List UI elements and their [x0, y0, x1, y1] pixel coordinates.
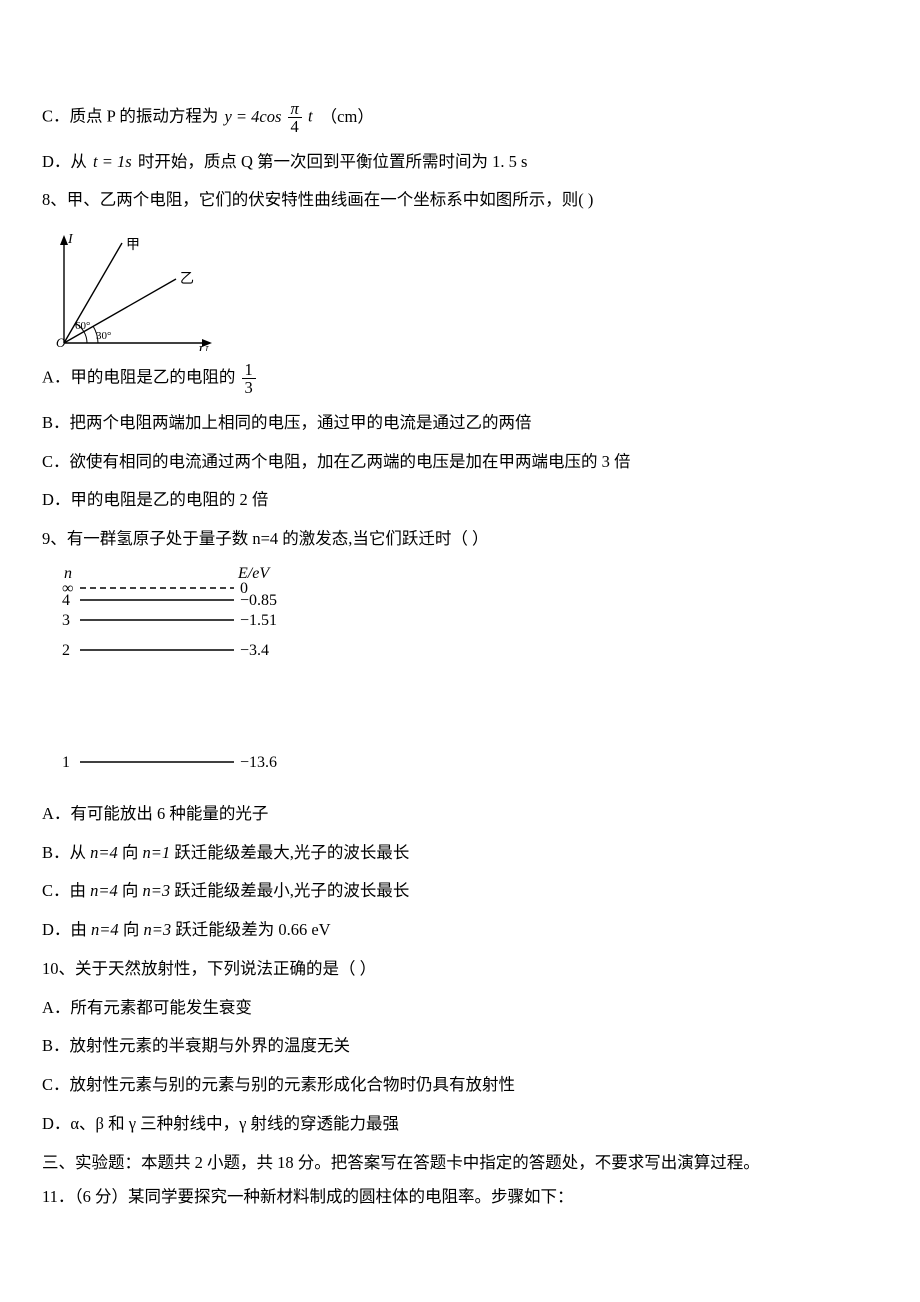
q7d-prefix: D．从: [42, 152, 87, 171]
svg-text:−1.51: −1.51: [240, 612, 277, 629]
q9b-suffix: 跃迁能级差最大,光子的波长最长: [174, 843, 409, 862]
q8-option-b: B．把两个电阻两端加上相同的电压，通过甲的电流是通过乙的两倍: [42, 411, 878, 436]
q9c-suffix: 跃迁能级差最小,光子的波长最长: [174, 881, 409, 900]
q9b-mid: 向: [122, 843, 143, 862]
q7d-t1: t = 1s: [93, 152, 132, 171]
q9-stem: 9、有一群氢原子处于量子数 n=4 的激发态,当它们跃迁时（ ）: [42, 527, 878, 552]
svg-text:4: 4: [62, 592, 70, 609]
q9c-prefix: C．由: [42, 881, 90, 900]
q9-option-b: B．从 n=4 向 n=1 跃迁能级差最大,光子的波长最长: [42, 841, 878, 866]
q9-energy-diagram: nE/eV∞04−0.853−1.512−3.41−13.6: [50, 566, 878, 776]
q8-graph: O I U 甲 乙 30° 60°: [42, 227, 878, 351]
q7-option-d: D．从 t = 1s 时开始，质点 Q 第一次回到平衡位置所需时间为 1. 5 …: [42, 150, 878, 175]
svg-text:−0.85: −0.85: [240, 592, 277, 609]
q9b-n1: n=4: [90, 843, 118, 862]
q9d-prefix: D．由: [42, 920, 91, 939]
U-label: U: [198, 344, 209, 351]
q7c-y-eq: y = 4cos: [224, 107, 281, 126]
section3-heading: 三、实验题：本题共 2 小题，共 18 分。把答案写在答题卡中指定的答题处，不要…: [42, 1151, 878, 1176]
q9b-n2: n=1: [143, 843, 171, 862]
q10-option-b: B．放射性元素的半衰期与外界的温度无关: [42, 1034, 878, 1059]
q9c-mid: 向: [122, 881, 143, 900]
svg-text:1: 1: [62, 754, 70, 771]
q9-option-a: A．有可能放出 6 种能量的光子: [42, 802, 878, 827]
q7c-frac-num: π: [288, 100, 302, 118]
q8a-frac: 1 3: [242, 361, 256, 397]
q10-option-c: C．放射性元素与别的元素与别的元素形成化合物时仍具有放射性: [42, 1073, 878, 1098]
q9d-mid: 向: [123, 920, 144, 939]
q7c-frac: π 4: [288, 100, 302, 136]
angle-60: 60°: [75, 320, 90, 332]
svg-text:−3.4: −3.4: [240, 642, 269, 659]
label-yi: 乙: [180, 271, 194, 287]
q8-option-a: A．甲的电阻是乙的电阻的 1 3: [42, 361, 878, 397]
q8a-frac-den: 3: [242, 379, 256, 396]
q9b-prefix: B．从: [42, 843, 90, 862]
q9d-n2: n=3: [143, 920, 171, 939]
q8a-prefix: A．甲的电阻是乙的电阻的: [42, 368, 235, 387]
q7c-frac-den: 4: [288, 118, 302, 135]
svg-text:2: 2: [62, 642, 70, 659]
q9c-n2: n=3: [143, 881, 171, 900]
q7c-t: t: [308, 107, 313, 126]
q10-stem: 10、关于天然放射性，下列说法正确的是（ ）: [42, 957, 878, 982]
line-jia: [64, 243, 122, 343]
q7c-unit: （cm）: [321, 107, 374, 126]
q9-option-c: C．由 n=4 向 n=3 跃迁能级差最小,光子的波长最长: [42, 879, 878, 904]
line-yi: [64, 279, 176, 343]
q7-option-c: C．质点 P 的振动方程为 y = 4cos π 4 t （cm）: [42, 100, 878, 136]
q9-option-d: D．由 n=4 向 n=3 跃迁能级差为 0.66 eV: [42, 918, 878, 943]
q7c-prefix: C．质点 P 的振动方程为: [42, 107, 218, 126]
label-jia: 甲: [126, 238, 140, 253]
q8-option-d: D．甲的电阻是乙的电阻的 2 倍: [42, 488, 878, 513]
q9d-n1: n=4: [91, 920, 119, 939]
q7d-mid: 时开始，质点 Q 第一次回到平衡位置所需时间为 1. 5 s: [138, 152, 528, 171]
q9c-n1: n=4: [90, 881, 118, 900]
I-label: I: [67, 232, 74, 247]
q10-option-d: D．α、β 和 γ 三种射线中，γ 射线的穿透能力最强: [42, 1112, 878, 1137]
svg-text:−13.6: −13.6: [240, 754, 277, 771]
q11-stem: 11．（6 分）某同学要探究一种新材料制成的圆柱体的电阻率。步骤如下：: [42, 1185, 878, 1210]
q8-stem: 8、甲、乙两个电阻，它们的伏安特性曲线画在一个坐标系中如图所示，则( ): [42, 188, 878, 213]
svg-text:3: 3: [62, 612, 70, 629]
q9d-suffix: 跃迁能级差为 0.66 eV: [175, 920, 330, 939]
q8-option-c: C．欲使有相同的电流通过两个电阻，加在乙两端的电压是加在甲两端电压的 3 倍: [42, 450, 878, 475]
q10-option-a: A．所有元素都可能发生衰变: [42, 996, 878, 1021]
angle-30: 30°: [96, 330, 111, 342]
q8a-frac-num: 1: [242, 361, 256, 379]
